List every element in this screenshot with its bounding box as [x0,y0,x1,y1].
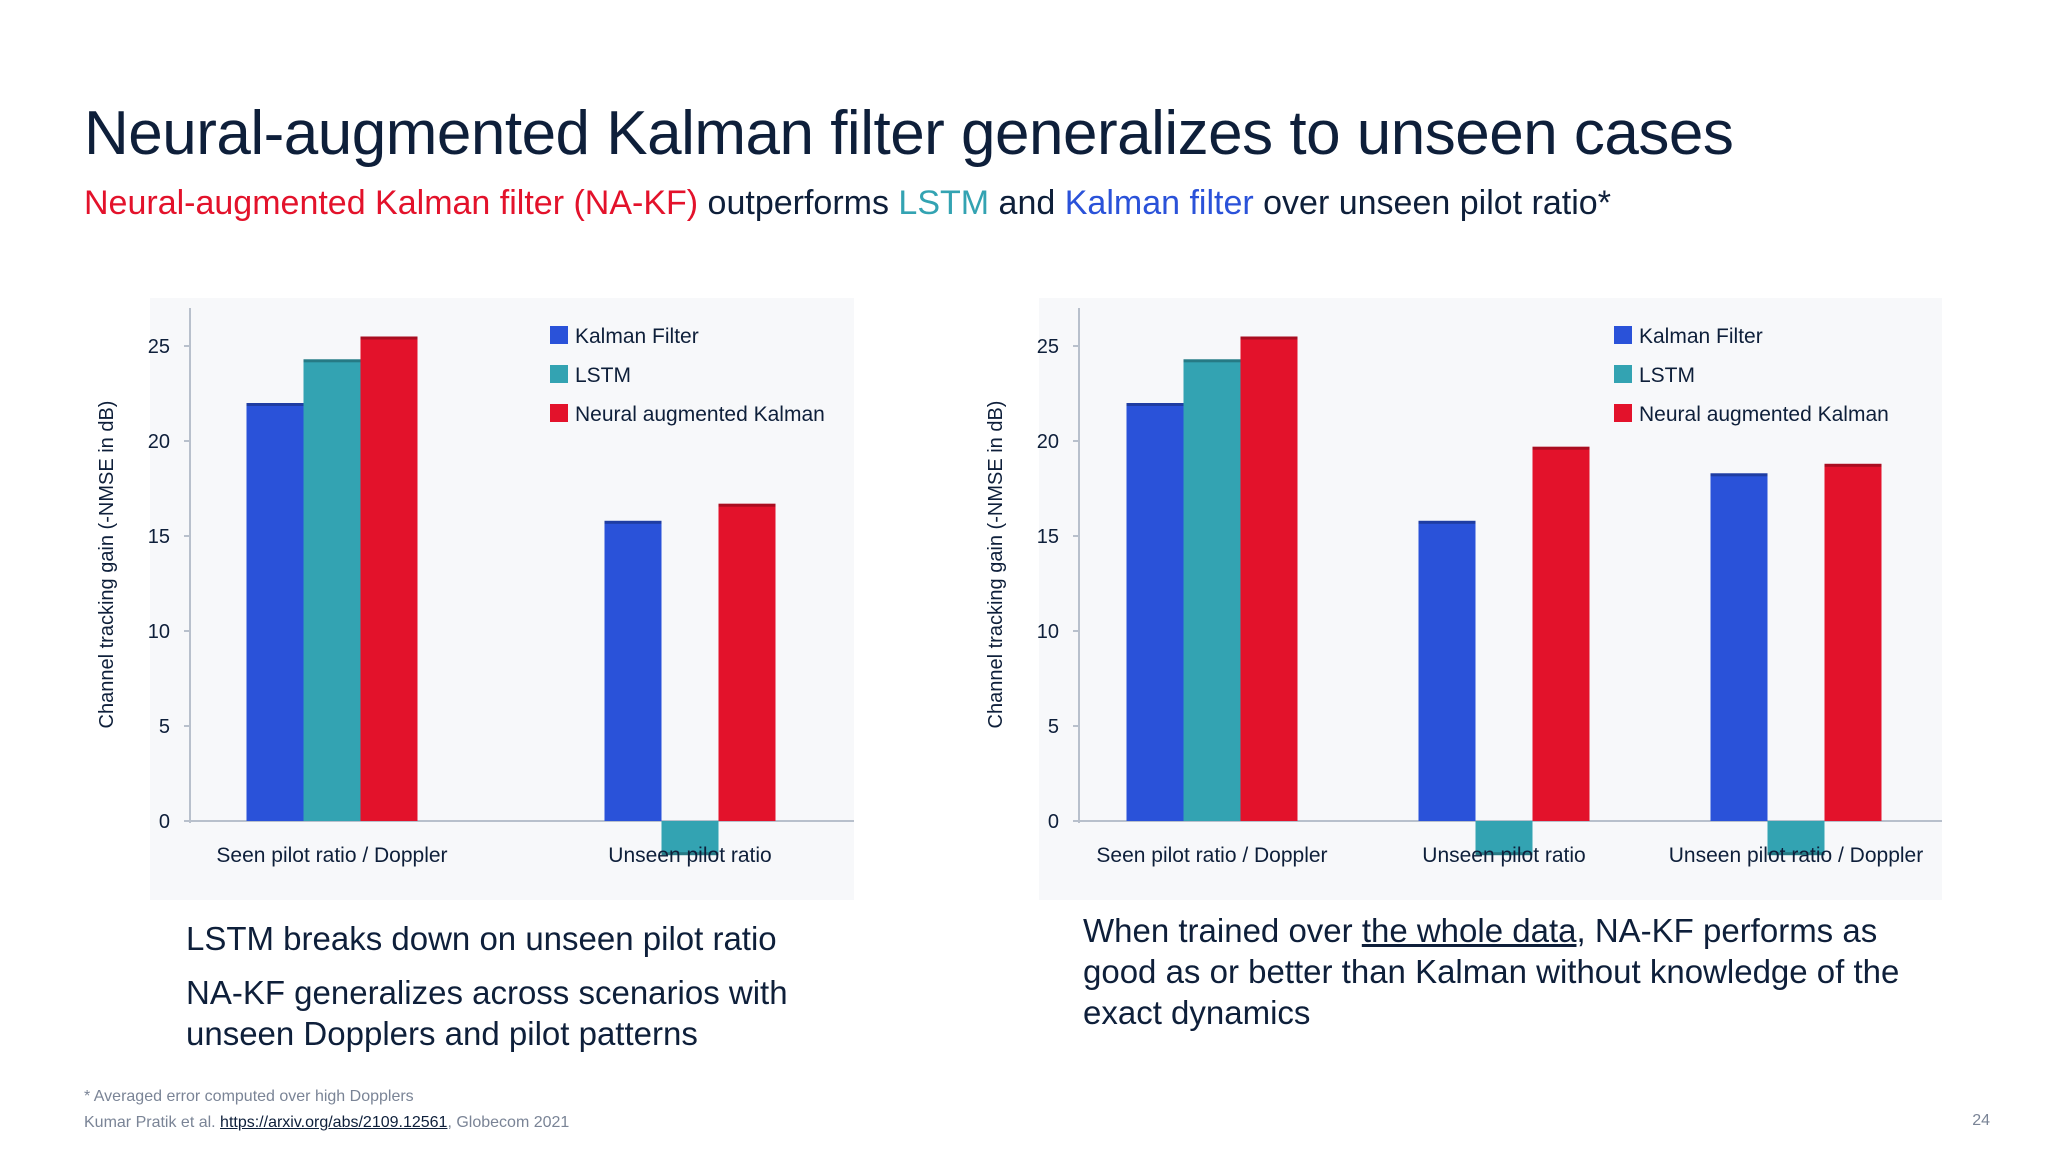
bar-neural-augmented-kalman-1 [1532,446,1590,821]
legend-swatch [550,404,568,422]
bar-edge [246,403,304,406]
footnote-ref-venue: , Globecom 2021 [447,1114,570,1131]
caption-right-text: When trained over the whole data, NA-KF … [1083,910,1933,1033]
legend-label: Neural augmented Kalman [575,403,825,426]
y-axis-label: Channel tracking gain (-NMSE in dB) [96,401,118,729]
bar-kalman-filter-0 [246,403,304,821]
y-tick-label: 10 [148,621,170,643]
legend-label: LSTM [1639,364,1695,387]
caption-left-line-2: NA-KF generalizes across scenarios with … [186,974,788,1052]
bar-kalman-filter-1 [604,520,662,821]
bar-neural-augmented-kalman-1 [718,503,776,821]
legend-swatch [1614,365,1632,383]
caption-left-line-1: LSTM breaks down on unseen pilot ratio [186,920,777,957]
y-tick-label: 0 [159,811,170,833]
bar-edge [718,503,776,507]
legend-label: Kalman Filter [575,325,699,348]
bar-kalman-filter-1 [1418,520,1476,821]
y-tick-label: 10 [1037,621,1059,643]
legend-label: Neural augmented Kalman [1639,403,1889,426]
legend-swatch [550,326,568,344]
bar-edge [604,520,662,524]
bar-edge [1183,359,1241,363]
y-tick-label: 0 [1048,811,1059,833]
y-tick-label: 25 [1037,336,1059,358]
bar-edge [1824,463,1882,467]
legend-swatch [550,365,568,383]
y-tick-label: 20 [1037,431,1059,453]
bar-neural-augmented-kalman-0 [1240,336,1298,821]
caption-right-underlined: the whole data [1361,912,1577,949]
bar-neural-augmented-kalman-2 [1824,463,1882,821]
subtitle-text-3: over unseen pilot ratio* [1253,184,1611,222]
x-category-label: Seen pilot ratio / Doppler [216,844,447,867]
legend-swatch [1614,326,1632,344]
subtitle-kalman: Kalman filter [1064,184,1254,222]
page-title: Neural-augmented Kalman filter generaliz… [84,99,1734,168]
y-tick-label: 20 [148,431,170,453]
bar-kalman-filter-2 [1710,473,1768,821]
y-tick-label: 5 [1048,716,1059,738]
subtitle-nakf: Neural-augmented Kalman filter (NA-KF) [84,184,699,222]
bar-edge [360,336,418,340]
bar-lstm-0 [303,359,361,821]
y-axis-label: Channel tracking gain (-NMSE in dB) [985,401,1007,729]
caption-right: When trained over the whole data, NA-KF … [1083,910,1933,1033]
caption-right-pre: When trained over [1083,912,1362,949]
bar-edge [1710,473,1768,477]
caption-right-post: , NA-KF performs as good as or better th… [1083,912,1900,1031]
bar-kalman-filter-0 [1126,403,1184,821]
bar-edge [1126,403,1184,406]
subtitle-text-1: outperforms [698,184,899,222]
bar-edge [661,852,719,856]
bar-chart-right: 0 5 10 15 20 25 Channel tracking gain (-NMSE i… [985,298,1942,900]
x-category-label: Seen pilot ratio / Doppler [1096,844,1327,867]
x-category-label: Unseen pilot ratio [608,844,771,867]
page-number: 24 [1972,1112,1990,1129]
footnote-note: * Averaged error computed over high Dopp… [84,1088,414,1105]
bar-lstm-1 [1475,821,1533,856]
legend-label: LSTM [575,364,631,387]
page-subtitle: Neural-augmented Kalman filter (NA-KF) o… [84,184,1611,223]
subtitle-text-2: and [989,184,1065,222]
footnote-reference: Kumar Pratik et al. https://arxiv.org/ab… [84,1114,569,1132]
footnote-ref-author: Kumar Pratik et al. [84,1114,221,1131]
legend-label: Kalman Filter [1639,325,1763,348]
subtitle-lstm: LSTM [898,184,990,222]
bar-edge [1418,520,1476,524]
y-tick-label: 15 [148,526,170,548]
bar-lstm-0 [1183,359,1241,821]
bar-edge [1475,852,1533,856]
y-tick-label: 5 [159,716,170,738]
arxiv-link[interactable]: https://arxiv.org/abs/2109.12561 [220,1114,448,1131]
bar-edge [1240,336,1298,340]
caption-left: LSTM breaks down on unseen pilot ratio N… [186,918,866,1054]
bar-chart-left: 0 5 10 15 20 25 Channel tracking gain (-NMSE i… [96,298,854,900]
bar-lstm-2 [1767,821,1825,856]
x-category-label: Unseen pilot ratio [1422,844,1585,867]
bar-edge [303,359,361,363]
bar-edge [1767,852,1825,856]
y-tick-label: 15 [1037,526,1059,548]
bar-neural-augmented-kalman-0 [360,336,418,821]
bar-lstm-1 [661,821,719,856]
bar-edge [1532,446,1590,450]
legend-swatch [1614,404,1632,422]
x-category-label: Unseen pilot ratio / Doppler [1669,844,1923,867]
y-tick-label: 25 [148,336,170,358]
